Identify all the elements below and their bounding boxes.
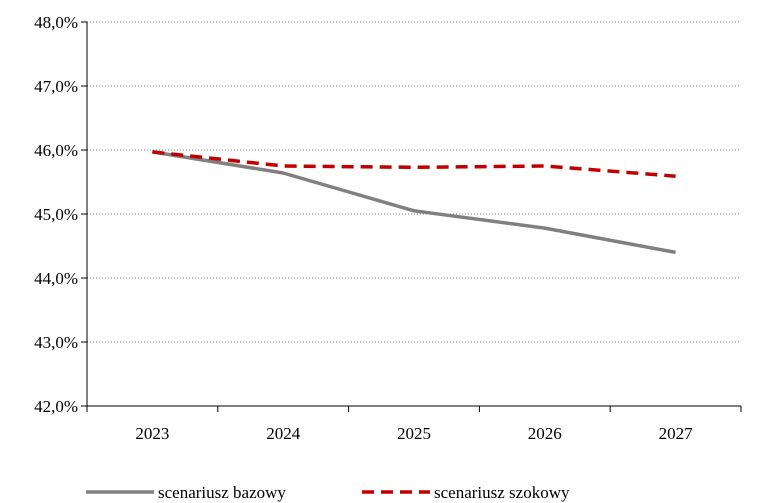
y-tick-label: 44,0%	[34, 269, 78, 288]
x-tick-label: 2027	[659, 424, 694, 443]
axes	[81, 21, 742, 412]
legend: scenariusz bazowy scenariusz szokowy	[86, 483, 570, 502]
x-tick-label: 2026	[528, 424, 562, 443]
y-tick-label: 48,0%	[34, 13, 78, 32]
x-tick-label: 2023	[135, 424, 169, 443]
x-tick-label: 2024	[266, 424, 301, 443]
x-tick-labels: 2023 2024 2025 2026 2027	[135, 424, 693, 443]
y-tick-labels: 42,0% 43,0% 44,0% 45,0% 46,0% 47,0% 48,0%	[34, 13, 78, 416]
legend-label: scenariusz szokowy	[434, 483, 570, 502]
series-line-bazowy	[152, 150, 676, 255]
grid-lines	[87, 21, 741, 343]
y-tick-label: 45,0%	[34, 205, 78, 224]
y-tick-label: 47,0%	[34, 77, 78, 96]
series-line-szokowy	[152, 150, 676, 178]
y-tick-label: 42,0%	[34, 397, 78, 416]
x-tick-label: 2025	[397, 424, 431, 443]
legend-label: scenariusz bazowy	[158, 483, 286, 502]
series-lines	[152, 150, 676, 255]
y-tick-label: 46,0%	[34, 141, 78, 160]
y-tick-label: 43,0%	[34, 333, 78, 352]
